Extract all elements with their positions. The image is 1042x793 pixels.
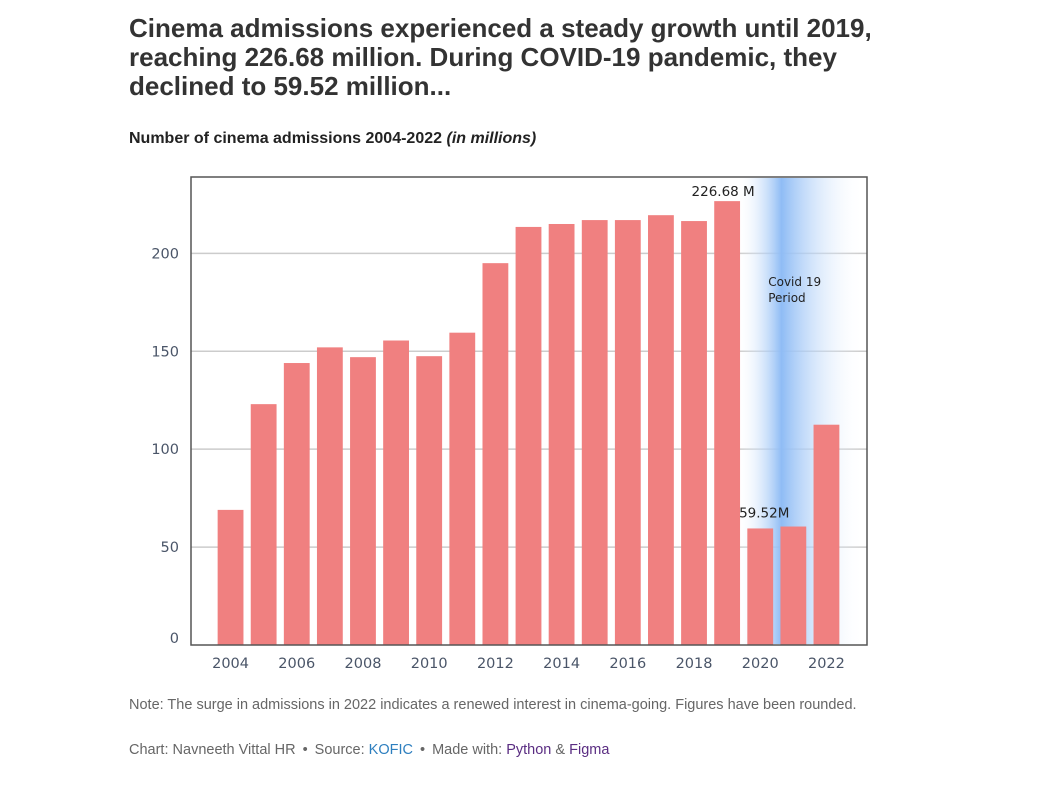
x-tick-label: 2004 [212, 656, 249, 672]
x-axis-ticks: 2004 2006 2008 2010 2012 2014 2016 2018 2020 2022 [212, 656, 845, 672]
y-tick-label: 0 [170, 631, 179, 647]
bar-2022 [813, 424, 840, 645]
bar-2012 [482, 263, 509, 645]
bar-2008 [350, 357, 376, 645]
separator-2: • [419, 742, 426, 758]
bar-2014 [548, 223, 575, 645]
covid-label-line1: Covid 19 [768, 275, 821, 289]
x-tick-label: 2012 [477, 656, 514, 672]
python-link[interactable]: Python [506, 742, 552, 758]
x-tick-label: 2022 [808, 656, 845, 672]
plot-frame [190, 176, 868, 646]
x-tick-label: 2020 [742, 656, 779, 672]
bar-2013 [515, 226, 542, 646]
subtitle-main: Number of cinema admissions 2004-2022 [129, 130, 443, 147]
bar-2015 [581, 220, 608, 645]
y-tick-label: 200 [151, 246, 179, 262]
bar-2010 [416, 356, 443, 645]
ampersand: & [555, 742, 566, 758]
source-link[interactable]: KOFIC [368, 742, 413, 758]
x-tick-label: 2008 [345, 656, 382, 672]
bar-2004 [217, 509, 244, 645]
x-tick-label: 2014 [543, 656, 580, 672]
chart-credits: Chart: Navneeth Vittal HR • Source: KOFIC •… [129, 742, 609, 758]
x-tick-label: 2010 [411, 656, 448, 672]
x-tick-label: 2016 [609, 656, 646, 672]
subtitle-unit: (in millions) [446, 130, 537, 147]
bar-2017 [648, 215, 674, 646]
bar-2006 [283, 363, 310, 645]
covid-label-line2: Period [768, 291, 805, 305]
figma-link[interactable]: Figma [569, 742, 610, 758]
chart-label: Chart: [129, 742, 169, 758]
peak-annotation: 226.68 M [692, 184, 755, 200]
bar-2007 [316, 347, 343, 645]
bar-2019 [714, 201, 741, 645]
low-annotation: 59.52M [739, 505, 789, 521]
made-with-label: Made with: [432, 742, 503, 758]
chart-note: Note: The surge in admissions in 2022 in… [129, 697, 857, 713]
bar-2020 [747, 528, 774, 645]
x-tick-label: 2018 [676, 656, 713, 672]
bar-2005 [250, 404, 277, 645]
bar-2011 [449, 332, 476, 645]
x-tick-label: 2006 [278, 656, 315, 672]
source-label: Source: [314, 742, 365, 758]
bar-2018 [681, 221, 707, 645]
bar-2021 [780, 526, 807, 645]
headline: Cinema admissions experienced a steady g… [129, 13, 872, 101]
author-name: Navneeth Vittal HR [172, 742, 296, 758]
bar-2016 [614, 220, 641, 645]
y-tick-label: 150 [151, 344, 179, 360]
y-tick-label: 50 [161, 540, 179, 556]
chart-subtitle: Number of cinema admissions 2004-2022 (i… [129, 130, 536, 148]
bar-2009 [383, 340, 409, 645]
separator-1: • [302, 742, 308, 758]
y-tick-label: 100 [151, 442, 179, 458]
bars [217, 201, 840, 646]
y-axis-ticks: 0 50 100 150 200 [151, 246, 179, 647]
